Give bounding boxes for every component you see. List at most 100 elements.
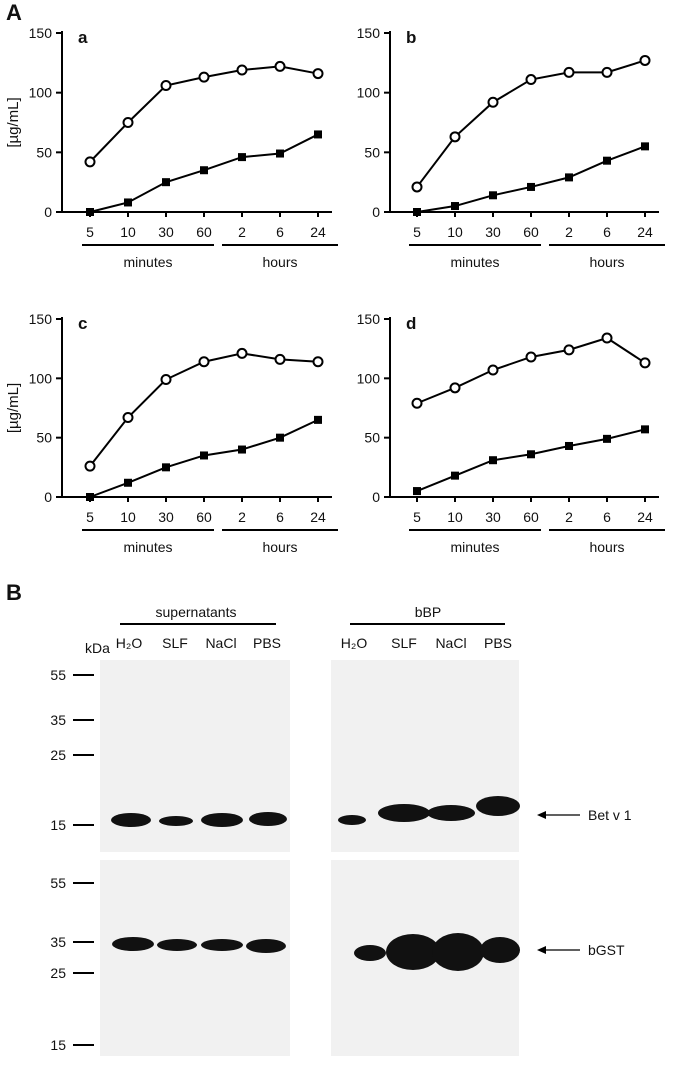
y-tick-label: 150 [29,311,53,327]
x-tick-label: 10 [120,509,136,525]
x-tick-label: 2 [238,224,246,240]
data-point [411,397,423,409]
band-annotations: Bet v 1 bGST [537,807,632,958]
bands [111,796,520,971]
chart-title: c [78,314,87,333]
data-point [274,60,286,72]
data-point [451,202,459,211]
chart-title: a [78,28,88,47]
data-point [489,456,497,465]
lane-label: NaCl [435,635,466,651]
y-tick-label: 0 [372,489,380,505]
y-tick-label: 50 [36,430,52,446]
x-tick-label: 5 [86,224,94,240]
data-point [274,353,286,365]
x-tick-label: 30 [158,509,174,525]
data-point [198,71,210,83]
lane-label: SLF [162,635,188,651]
x-tick-label: 24 [310,509,326,525]
x-tick-label: 30 [485,509,501,525]
data-point [603,156,611,165]
x-tick-label: 6 [603,224,611,240]
marker-label: 15 [50,817,66,833]
x-tick-label: 6 [276,224,284,240]
marker-label: 55 [50,875,66,891]
chart-title: d [406,314,416,333]
y-tick-label: 150 [29,25,53,41]
lane-label: H₂O [116,635,143,651]
unit-label: kDa [85,640,110,656]
group-label: bBP [415,604,441,620]
data-point [198,356,210,368]
data-point [639,54,651,66]
data-point [449,131,461,143]
data-point [86,493,94,501]
band-label: bGST [588,942,625,958]
data-point [563,66,575,78]
y-tick-label: 0 [44,204,52,220]
data-point [565,173,573,182]
series-line [89,352,319,467]
data-point [160,374,172,386]
data-point [487,364,499,376]
data-point [527,182,535,191]
data-point [84,156,96,168]
x-tick-label: 2 [565,224,573,240]
data-point [601,332,613,344]
data-point [238,445,246,454]
panel-label: B [6,580,22,605]
data-point [312,356,324,368]
x-tick-label: 6 [276,509,284,525]
lane-label: SLF [391,635,417,651]
marker-label: 35 [50,934,66,950]
data-point [411,181,423,193]
chart-title: b [406,28,416,47]
x-tick-label: 60 [196,509,212,525]
data-point [601,66,613,78]
x-tick-label: 10 [447,509,463,525]
x-tick-label: 5 [413,509,421,525]
x-tick-label: 24 [310,224,326,240]
data-point [413,487,421,496]
data-point [525,351,537,363]
marker-label: 25 [50,965,66,981]
y-tick-label: 50 [364,144,380,160]
data-point [124,478,132,487]
data-point [86,208,94,216]
panel-label: A [6,0,22,25]
x-tick-label: 5 [86,509,94,525]
x-tick-label: 30 [158,224,174,240]
marker-label: 55 [50,667,66,683]
group-label: hours [589,539,624,555]
data-point [489,191,497,200]
data-point [84,460,96,472]
data-point [312,68,324,80]
x-tick-label: 60 [196,224,212,240]
data-point [487,96,499,108]
data-point [236,64,248,76]
data-point [200,166,208,175]
data-point [563,344,575,356]
data-point [413,208,421,216]
data-point [449,382,461,394]
group-label: minutes [123,539,172,555]
marker-label: 35 [50,712,66,728]
group-label: hours [262,539,297,555]
x-tick-label: 2 [565,509,573,525]
band-label: Bet v 1 [588,807,632,823]
data-point [162,178,170,187]
y-tick-label: 100 [357,85,381,101]
marker-label: 15 [50,1037,66,1053]
y-tick-label: 0 [372,204,380,220]
group-label: supernatants [156,604,237,620]
y-tick-label: 0 [44,489,52,505]
x-tick-label: 10 [120,224,136,240]
y-tick-label: 150 [357,25,381,41]
x-tick-label: 5 [413,224,421,240]
data-point [276,433,284,442]
group-label: hours [589,254,624,270]
data-point [314,415,322,424]
marker-label: 25 [50,747,66,763]
series-line [416,336,646,405]
